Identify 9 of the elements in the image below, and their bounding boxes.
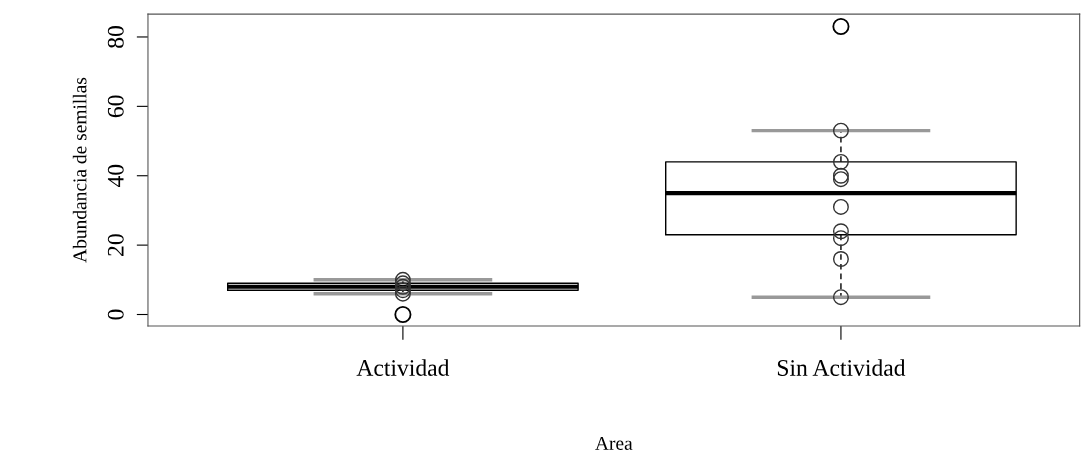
- y-tick-label: 0: [107, 309, 124, 320]
- y-tick-label: 20: [107, 234, 124, 256]
- y-axis-title: Abundancia de semillas: [72, 77, 87, 263]
- x-axis-title: Area: [595, 436, 633, 450]
- x-tick-label: Sin Actividad: [777, 359, 906, 376]
- x-tick-label: Actividad: [356, 359, 450, 376]
- y-tick-label: 60: [107, 95, 124, 118]
- y-tick-label: 40: [107, 164, 124, 188]
- y-tick-label: 80: [107, 26, 124, 48]
